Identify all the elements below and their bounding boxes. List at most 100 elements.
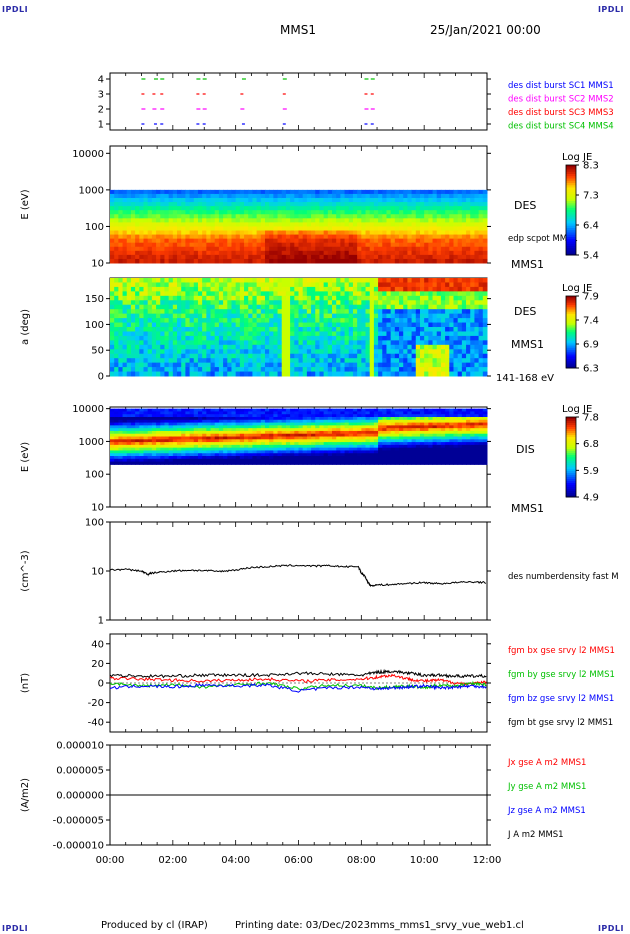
spectrogram-cell	[470, 210, 475, 215]
dis-cell	[206, 417, 212, 421]
spectrogram-cell	[156, 210, 161, 215]
pitch-cell	[457, 367, 463, 373]
pitch-cell	[357, 304, 362, 310]
dis-cell	[285, 411, 291, 415]
pitch-cell	[311, 344, 316, 350]
spectrogram-cell	[478, 246, 484, 252]
spectrogram-cell	[252, 206, 258, 211]
spectrogram-cell	[269, 198, 274, 203]
spectrogram-cell	[378, 258, 383, 264]
pitch-cell	[110, 291, 115, 297]
pitch-cell	[453, 300, 459, 306]
spectrogram-cell	[302, 210, 308, 215]
spectrogram-cell	[294, 202, 299, 207]
pitch-cell	[424, 282, 429, 288]
dis-cell	[156, 430, 161, 435]
spectrogram-cell	[411, 250, 417, 256]
dis-cell	[311, 442, 316, 446]
dis-cell	[302, 419, 308, 424]
pitch-cell	[285, 358, 291, 364]
spectrogram-cell	[461, 222, 467, 227]
dis-cell	[177, 442, 182, 446]
dis-cell	[197, 433, 203, 438]
pitch-cell	[407, 309, 413, 315]
dis-cell	[302, 428, 308, 432]
dis-cell	[156, 428, 161, 432]
spectrogram-cell	[151, 234, 157, 240]
spectrogram-cell	[327, 193, 333, 199]
dis-cell	[252, 408, 258, 412]
spectrogram-cell	[281, 214, 287, 219]
pitch-cell	[143, 353, 149, 359]
pitch-cell	[281, 371, 287, 377]
pitch-cell	[482, 344, 488, 350]
pitch-cell	[139, 304, 145, 310]
pitch-cell	[415, 353, 421, 359]
pitch-cell	[177, 353, 182, 359]
spectrogram-cell	[218, 246, 224, 252]
dis-cell	[311, 428, 316, 432]
pitch-cell	[223, 295, 228, 301]
spectrogram-cell	[143, 198, 149, 203]
dis-cell	[160, 422, 165, 426]
dis-cell	[298, 439, 304, 443]
spectrogram-cell	[311, 198, 316, 203]
dis-cell	[139, 436, 145, 440]
pitch-cell	[277, 367, 283, 373]
pitch-cell	[168, 291, 174, 297]
spectrogram-cell	[352, 193, 358, 199]
spectrogram-cell	[273, 210, 279, 215]
dis-cell	[306, 461, 312, 465]
pitch-cell	[206, 278, 212, 283]
spectrogram-cell	[252, 226, 258, 231]
dis-cell	[285, 425, 291, 429]
spectrogram-cell	[110, 226, 115, 231]
dis-cell	[227, 419, 232, 424]
pitch-cell	[445, 340, 450, 346]
spectrogram-cell	[235, 254, 241, 260]
spectrogram-cell	[231, 198, 237, 203]
dis-cell	[223, 439, 228, 443]
spectrogram-cell	[256, 189, 262, 195]
dis-cell	[156, 456, 161, 460]
footer-filename: mms_mms1_srvy_vue_web1.cl	[370, 920, 524, 931]
spectrogram-cell	[298, 214, 304, 219]
spectrogram-cell	[281, 210, 287, 215]
pitch-cell	[365, 353, 371, 359]
dis-cell	[185, 430, 191, 435]
pitch-cell	[302, 353, 308, 359]
spectrogram-cell	[223, 238, 228, 244]
dis-cell	[277, 430, 283, 435]
dis-cell	[239, 419, 245, 424]
dis-cell	[122, 456, 128, 460]
pitch-cell	[407, 300, 413, 306]
pitch-cell	[428, 318, 434, 324]
pitch-cell	[269, 286, 274, 292]
pitch-cell	[461, 340, 467, 346]
spectrogram-cell	[135, 254, 140, 260]
spectrogram-cell	[273, 189, 279, 195]
spectrogram-cell	[399, 246, 404, 252]
dis-cell	[130, 439, 136, 443]
dis-cell	[252, 425, 258, 429]
spectrogram-cell	[411, 214, 417, 219]
pitch-cell	[474, 362, 480, 368]
spectrogram-cell	[223, 198, 228, 203]
spectrogram-cell	[126, 198, 132, 203]
pitch-cell	[478, 362, 484, 368]
pitch-cell	[415, 335, 421, 341]
pitch-cell	[411, 362, 417, 368]
pitch-cell	[214, 340, 220, 346]
pitch-cell	[440, 371, 446, 377]
spectrogram-cell	[126, 218, 132, 223]
spectrogram-cell	[386, 230, 392, 236]
pitch-cell	[114, 309, 119, 315]
spectrogram-cell	[336, 198, 341, 203]
spectrogram-cell	[181, 218, 186, 223]
pitch-cell	[306, 335, 312, 341]
pitch-cell	[436, 362, 442, 368]
spectrogram-cell	[432, 250, 438, 256]
pitch-cell	[248, 318, 253, 324]
pitch-cell	[432, 344, 438, 350]
dis-cell	[311, 414, 316, 418]
